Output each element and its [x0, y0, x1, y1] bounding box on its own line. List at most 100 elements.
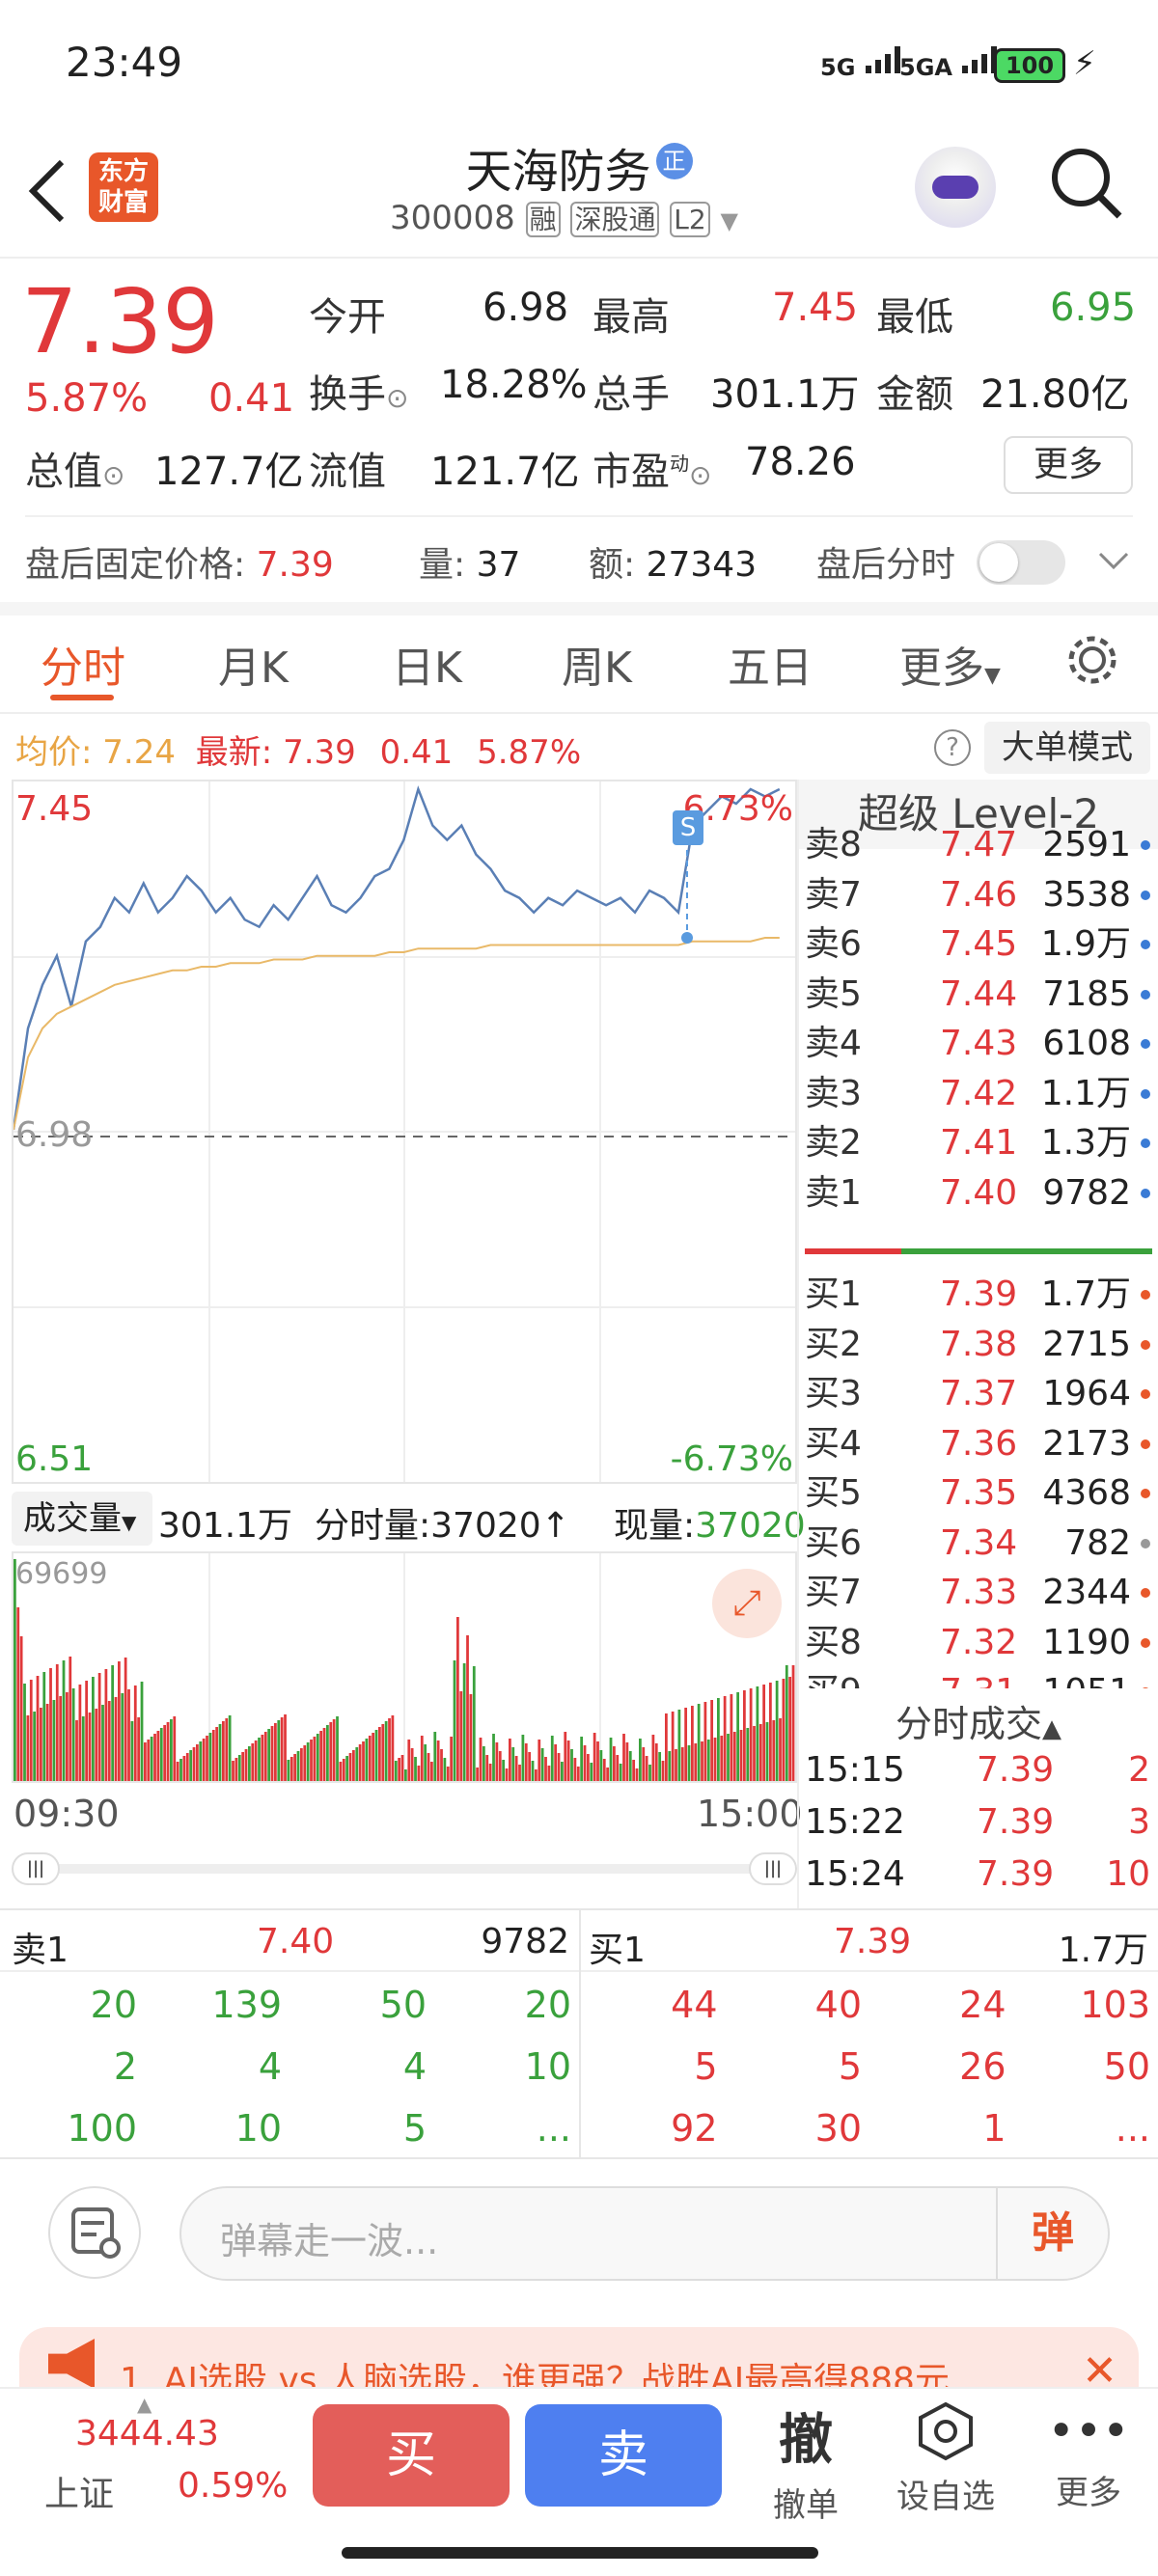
mktcap-value: 127.7亿	[154, 450, 304, 494]
help-icon[interactable]: ?	[934, 729, 971, 766]
bid-row[interactable]: 买7 7.33 2344	[805, 1568, 1152, 1618]
watchlist-icon	[919, 2401, 973, 2461]
dropdown-icon[interactable]: ▼	[720, 207, 738, 234]
info-icon[interactable]: ⊙	[102, 459, 125, 491]
volume-bar	[710, 1700, 714, 1781]
tick-volume: 10	[1106, 1854, 1150, 1894]
ask-queue-label: 卖1	[12, 1931, 69, 1970]
order-dot	[1141, 1588, 1150, 1598]
bottom-bar: ▲ 3444.43 上证 0.59% 买 卖 撤 撤单 设自选 ••• 更多	[0, 2387, 1158, 2576]
bid-row[interactable]: 买6 7.34 782	[805, 1519, 1152, 1569]
volume-bar	[609, 1738, 613, 1781]
order-volume: 2173	[1042, 1423, 1131, 1464]
volume-selector[interactable]: 成交量▼	[12, 1492, 152, 1546]
big-order-mode-button[interactable]: 大单模式	[984, 722, 1150, 774]
ask-row[interactable]: 卖4 7.43 6108	[805, 1019, 1152, 1069]
danmaku-input[interactable]: 弹幕走一波... 弹	[179, 2186, 1110, 2281]
tab-week-k[interactable]: 周K	[562, 644, 632, 693]
search-icon[interactable]	[1048, 145, 1125, 222]
info-icon[interactable]: ⊙	[386, 382, 409, 414]
back-button[interactable]	[19, 152, 77, 230]
danmaku-settings-button[interactable]	[48, 2186, 141, 2279]
chevron-down-icon[interactable]	[1096, 546, 1131, 579]
tab-day-k[interactable]: 日K	[392, 644, 462, 693]
volume-bar	[244, 1749, 248, 1781]
volume-bar	[19, 1636, 23, 1781]
volume-bar	[133, 1685, 137, 1781]
robot-avatar[interactable]	[915, 147, 996, 228]
expand-icon[interactable]: ⤢	[712, 1569, 782, 1638]
order-label: 买5	[805, 1473, 862, 1513]
tab-month-k[interactable]: 月K	[218, 644, 289, 693]
info-icon[interactable]: ⊙	[689, 459, 712, 491]
volume-bar	[599, 1750, 603, 1781]
time-start: 09:30	[14, 1793, 120, 1835]
tab-underline	[50, 695, 114, 700]
volume-bar	[189, 1750, 193, 1781]
volume-bar	[52, 1700, 56, 1781]
volume-bar	[538, 1740, 541, 1781]
danmaku-send-button[interactable]: 弹	[996, 2188, 1108, 2279]
queue-cell: 30	[814, 2107, 862, 2150]
bid-row[interactable]: 买5 7.35 4368	[805, 1468, 1152, 1519]
volume-bar	[717, 1698, 720, 1781]
ask-row[interactable]: 卖7 7.46 3538	[805, 870, 1152, 920]
scroll-handle-right[interactable]: |||	[749, 1852, 797, 1885]
volume-bar	[97, 1673, 101, 1781]
tick-time: 15:22	[805, 1802, 905, 1842]
tab-minute[interactable]: 分时	[41, 644, 125, 693]
close-icon[interactable]: ✕	[1082, 2346, 1117, 2389]
volume-bar	[345, 1756, 349, 1781]
sell-marker[interactable]: S	[673, 810, 703, 845]
queue-cell: 40	[814, 1984, 862, 2026]
time-scrollbar[interactable]: ||| |||	[12, 1852, 797, 1885]
bid-row[interactable]: 买1 7.39 1.7万	[805, 1270, 1152, 1320]
settings-icon[interactable]	[1063, 631, 1121, 693]
after-hours-toggle[interactable]	[977, 540, 1065, 585]
tab-five-day[interactable]: 五日	[728, 644, 813, 693]
tab-more[interactable]: 更多▼	[899, 644, 1001, 693]
index-value[interactable]: 3444.43	[75, 2414, 219, 2453]
bid-row[interactable]: 买9 7.31 1051	[805, 1667, 1152, 1688]
queue-cell: 20	[90, 1984, 137, 2026]
ask-row[interactable]: 卖8 7.47 2591	[805, 820, 1152, 870]
ask-row[interactable]: 卖5 7.44 7185	[805, 970, 1152, 1020]
scroll-handle-left[interactable]: |||	[12, 1852, 60, 1885]
ask-row[interactable]: 卖1 7.40 9782	[805, 1168, 1152, 1219]
level2-title[interactable]: 超级 Level-2	[799, 780, 1158, 849]
queue-cell: 103	[1080, 1984, 1150, 2026]
queue-cell: 26	[959, 2045, 1006, 2088]
volume-bar	[518, 1765, 521, 1781]
more-button[interactable]: 更多	[1004, 436, 1133, 494]
volume-bar	[296, 1751, 300, 1781]
bid-row[interactable]: 买3 7.37 1964	[805, 1369, 1152, 1419]
ask-row[interactable]: 卖6 7.45 1.9万	[805, 919, 1152, 970]
volume-chart[interactable]: 69699 ⤢	[12, 1551, 797, 1783]
volume-bar	[29, 1680, 33, 1781]
ticks-title[interactable]: 分时成交▲	[799, 1694, 1158, 1745]
cancel-label: 撤单	[773, 2486, 839, 2525]
volume-bar	[521, 1735, 525, 1781]
more-menu-button[interactable]: ••• 更多	[1040, 2400, 1137, 2513]
ask-row[interactable]: 卖3 7.42 1.1万	[805, 1069, 1152, 1119]
add-watchlist-button[interactable]: 设自选	[886, 2400, 1006, 2517]
cancel-order-button[interactable]: 撤 撤单	[762, 2397, 849, 2526]
stock-title-block[interactable]: 天海防务 正	[386, 133, 772, 201]
now-volume: 现量:37020	[614, 1497, 806, 1548]
price-chart[interactable]: 7.45 6.73% 6.98 6.51 -6.73% S	[12, 780, 797, 1484]
buy-button[interactable]: 买	[313, 2404, 510, 2507]
queue-cell: 1	[982, 2107, 1006, 2150]
mktcap-label: 总值⊙	[25, 440, 124, 496]
ask-list: 卖8 7.47 2591 卖7 7.46 3538 卖6 7.45 1.9万 卖5 7.44 7185…	[805, 820, 1152, 1221]
after-hours-vol: 量: 37	[419, 536, 520, 587]
volume-bar	[691, 1706, 694, 1781]
tag-margin: 融	[525, 202, 561, 237]
promo-banner[interactable]: 1. AI选股 vs 人脑选股，谁更强？战胜AI最高得888元 ✕	[19, 2327, 1139, 2389]
volume-bar	[16, 1607, 20, 1781]
volume-bar	[49, 1668, 52, 1781]
bid-row[interactable]: 买4 7.36 2173	[805, 1419, 1152, 1469]
bid-row[interactable]: 买2 7.38 2715	[805, 1320, 1152, 1370]
ask-row[interactable]: 卖2 7.41 1.3万	[805, 1118, 1152, 1168]
bid-row[interactable]: 买8 7.32 1190	[805, 1618, 1152, 1668]
sell-button[interactable]: 卖	[525, 2404, 722, 2507]
